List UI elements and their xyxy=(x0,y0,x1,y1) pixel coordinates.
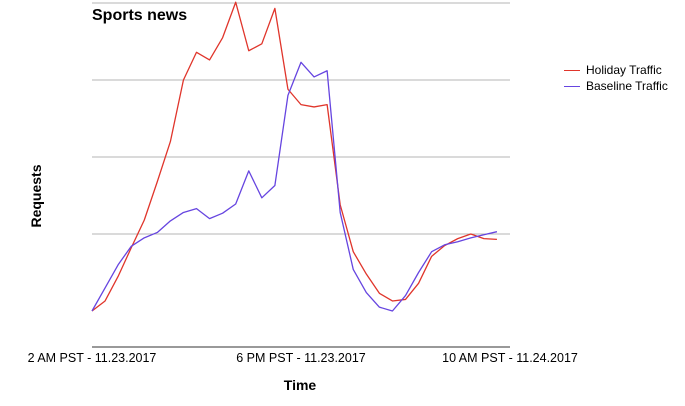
legend-item: Baseline Traffic xyxy=(564,78,668,94)
x-axis-label: Time xyxy=(283,377,317,393)
legend-label: Baseline Traffic xyxy=(586,79,668,93)
x-tick-label: 6 PM PST - 11.23.2017 xyxy=(236,351,366,365)
series-lines xyxy=(91,1,498,312)
series-line-holiday-traffic xyxy=(91,1,497,312)
legend-swatch xyxy=(564,69,580,71)
y-axis-label: Requests xyxy=(28,164,44,228)
legend-swatch xyxy=(564,85,580,87)
x-tick-label: 2 AM PST - 11.23.2017 xyxy=(27,351,157,365)
legend: Holiday Traffic Baseline Traffic xyxy=(564,62,668,94)
series-line-baseline-traffic xyxy=(91,61,498,312)
chart-title: Sports news xyxy=(92,7,188,24)
legend-label: Holiday Traffic xyxy=(586,63,662,77)
x-tick-label: 10 AM PST - 11.24.2017 xyxy=(442,351,578,365)
gridlines xyxy=(92,2,510,235)
legend-item: Holiday Traffic xyxy=(564,62,668,78)
